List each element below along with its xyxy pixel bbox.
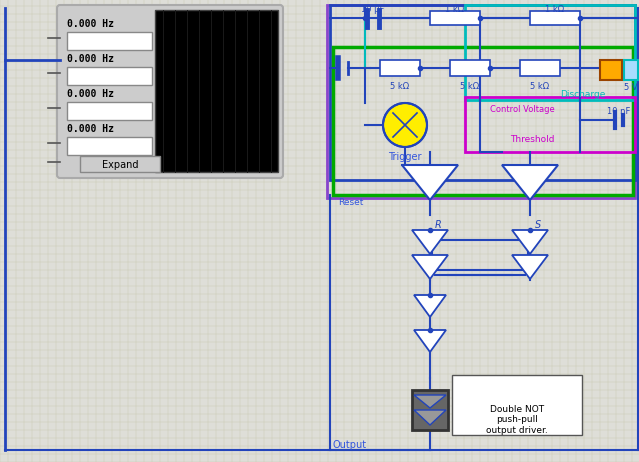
- Text: 1 kΩ: 1 kΩ: [445, 5, 465, 14]
- Bar: [412, 390, 448, 430]
- Bar: [430, 11, 480, 25]
- Text: Expand: Expand: [102, 160, 138, 170]
- Polygon shape: [402, 165, 458, 200]
- Bar: [624, 60, 638, 80]
- Text: Double NOT
push-pull
output driver.: Double NOT push-pull output driver.: [486, 405, 548, 435]
- Polygon shape: [412, 255, 448, 279]
- Text: Discharge: Discharge: [560, 90, 605, 99]
- Bar: [155, 10, 278, 172]
- Bar: [67, 137, 152, 155]
- Bar: [452, 375, 582, 435]
- Text: 5 kΩ: 5 kΩ: [461, 82, 479, 91]
- Polygon shape: [412, 230, 448, 254]
- Bar: [327, 5, 635, 198]
- Bar: [333, 47, 633, 195]
- Text: 5 kΩ: 5 kΩ: [390, 82, 410, 91]
- Text: 5 kΩ: 5 kΩ: [530, 82, 550, 91]
- Text: 10 nF: 10 nF: [607, 107, 631, 116]
- Text: 0.000 Hz: 0.000 Hz: [67, 89, 114, 99]
- Polygon shape: [414, 410, 446, 425]
- Bar: [67, 67, 152, 85]
- FancyBboxPatch shape: [57, 5, 283, 178]
- Bar: [600, 60, 622, 80]
- Bar: [530, 11, 580, 25]
- Text: Threshold: Threshold: [511, 135, 555, 144]
- Polygon shape: [414, 295, 446, 317]
- Bar: [465, 97, 635, 152]
- Circle shape: [383, 103, 427, 147]
- Text: S: S: [535, 220, 541, 230]
- Bar: [67, 102, 152, 120]
- Text: Control Voltage: Control Voltage: [490, 105, 555, 114]
- Text: 10 μF: 10 μF: [361, 5, 385, 14]
- Bar: [330, 5, 635, 180]
- Text: 0.000 Hz: 0.000 Hz: [67, 124, 114, 134]
- Polygon shape: [512, 255, 548, 279]
- Polygon shape: [414, 395, 446, 408]
- Polygon shape: [512, 230, 548, 254]
- Text: Trigger: Trigger: [389, 152, 422, 162]
- Bar: [80, 156, 160, 172]
- Text: 0.000 Hz: 0.000 Hz: [67, 19, 114, 29]
- Polygon shape: [502, 165, 558, 200]
- Text: 0.000 Hz: 0.000 Hz: [67, 54, 114, 64]
- Bar: [520, 60, 560, 76]
- Text: 5 V: 5 V: [624, 83, 638, 92]
- Polygon shape: [414, 330, 446, 352]
- Text: Output: Output: [333, 440, 367, 450]
- Bar: [465, 5, 635, 100]
- Bar: [432, 240, 528, 270]
- Bar: [380, 60, 420, 76]
- Text: R: R: [435, 220, 442, 230]
- Text: Reset: Reset: [338, 198, 364, 207]
- Bar: [67, 32, 152, 50]
- Bar: [450, 60, 490, 76]
- Text: 1 kΩ: 1 kΩ: [546, 5, 565, 14]
